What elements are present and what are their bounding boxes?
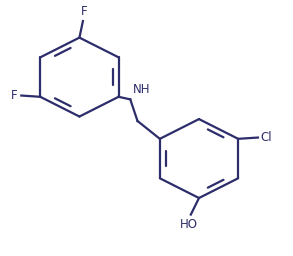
Text: Cl: Cl — [260, 131, 272, 144]
Text: NH: NH — [132, 83, 150, 96]
Text: F: F — [81, 5, 88, 18]
Text: HO: HO — [180, 218, 198, 231]
Text: F: F — [11, 89, 18, 102]
